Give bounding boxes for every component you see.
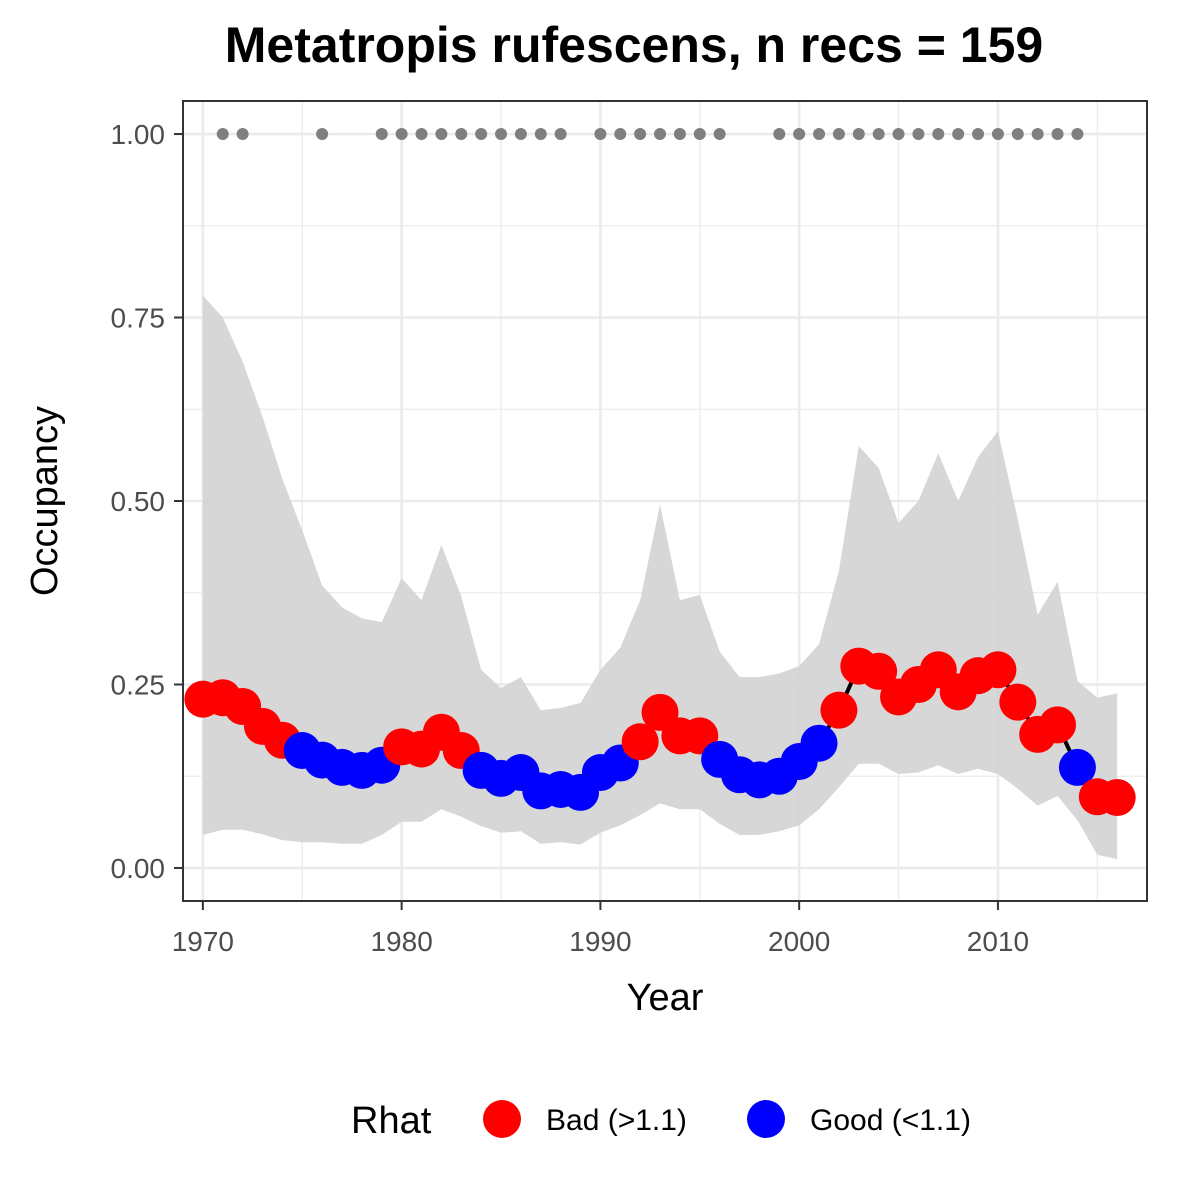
record-marker [813, 128, 826, 141]
y-axis: 0.00 0.25 0.50 0.75 1.00 [111, 119, 183, 884]
record-marker [514, 128, 527, 141]
record-marker [614, 128, 627, 141]
legend-key-bad [483, 1100, 521, 1138]
record-marker [475, 128, 488, 141]
record-marker [435, 128, 448, 141]
occupancy-points [184, 647, 1136, 817]
record-marker [1051, 128, 1064, 141]
occupancy-point-bad [1039, 706, 1077, 744]
y-axis-title: Occupancy [24, 406, 66, 596]
record-marker [1071, 128, 1084, 141]
x-axis: 1970 1980 1990 2000 2010 [172, 901, 1029, 957]
record-marker [554, 128, 567, 141]
occupancy-point-bad [820, 691, 858, 729]
record-marker [455, 128, 468, 141]
legend-title: Rhat [351, 1100, 432, 1142]
y-tick-label: 0.75 [111, 303, 166, 334]
record-marker [932, 128, 945, 141]
legend-key-good [747, 1100, 785, 1138]
record-marker [594, 128, 607, 141]
y-tick-label: 1.00 [111, 119, 166, 150]
record-marker [1031, 128, 1044, 141]
record-marker [991, 128, 1004, 141]
chart-title: Metatropis rufescens, n recs = 159 [225, 17, 1043, 73]
occupancy-point-bad [621, 723, 659, 761]
legend-label-bad: Bad (>1.1) [546, 1104, 687, 1137]
record-marker [832, 128, 845, 141]
x-tick-label: 1980 [370, 926, 432, 957]
x-tick-label: 1990 [569, 926, 631, 957]
record-marker [793, 128, 806, 141]
record-marker [852, 128, 865, 141]
record-marker [495, 128, 508, 141]
occupancy-point-bad [1098, 779, 1136, 817]
record-marker [236, 128, 249, 141]
record-marker [415, 128, 428, 141]
record-marker [634, 128, 647, 141]
record-marker [912, 128, 925, 141]
occupancy-point-bad [860, 652, 898, 690]
x-tick-label: 2000 [768, 926, 830, 957]
record-marker [395, 128, 408, 141]
y-tick-label: 0.50 [111, 486, 166, 517]
occupancy-point-bad [979, 651, 1017, 689]
record-marker [654, 128, 667, 141]
y-tick-label: 0.00 [111, 853, 166, 884]
occupancy-point-good [1058, 748, 1096, 786]
x-tick-label: 1970 [172, 926, 234, 957]
record-marker [216, 128, 229, 141]
record-marker [673, 128, 686, 141]
record-marker [713, 128, 726, 141]
record-marker [972, 128, 985, 141]
occupancy-point-good [800, 724, 838, 762]
record-marker [872, 128, 885, 141]
y-tick-label: 0.25 [111, 669, 166, 700]
record-marker [693, 128, 706, 141]
record-marker [773, 128, 786, 141]
record-marker [316, 128, 329, 141]
x-axis-title: Year [627, 977, 704, 1019]
record-marker [892, 128, 905, 141]
record-markers [216, 128, 1084, 141]
occupancy-point-bad [999, 683, 1037, 721]
record-marker [1011, 128, 1024, 141]
record-marker [952, 128, 965, 141]
record-marker [375, 128, 388, 141]
x-tick-label: 2010 [967, 926, 1029, 957]
legend-label-good: Good (<1.1) [810, 1104, 971, 1137]
legend: Rhat Bad (>1.1) Good (<1.1) [351, 1100, 971, 1142]
record-marker [534, 128, 547, 141]
